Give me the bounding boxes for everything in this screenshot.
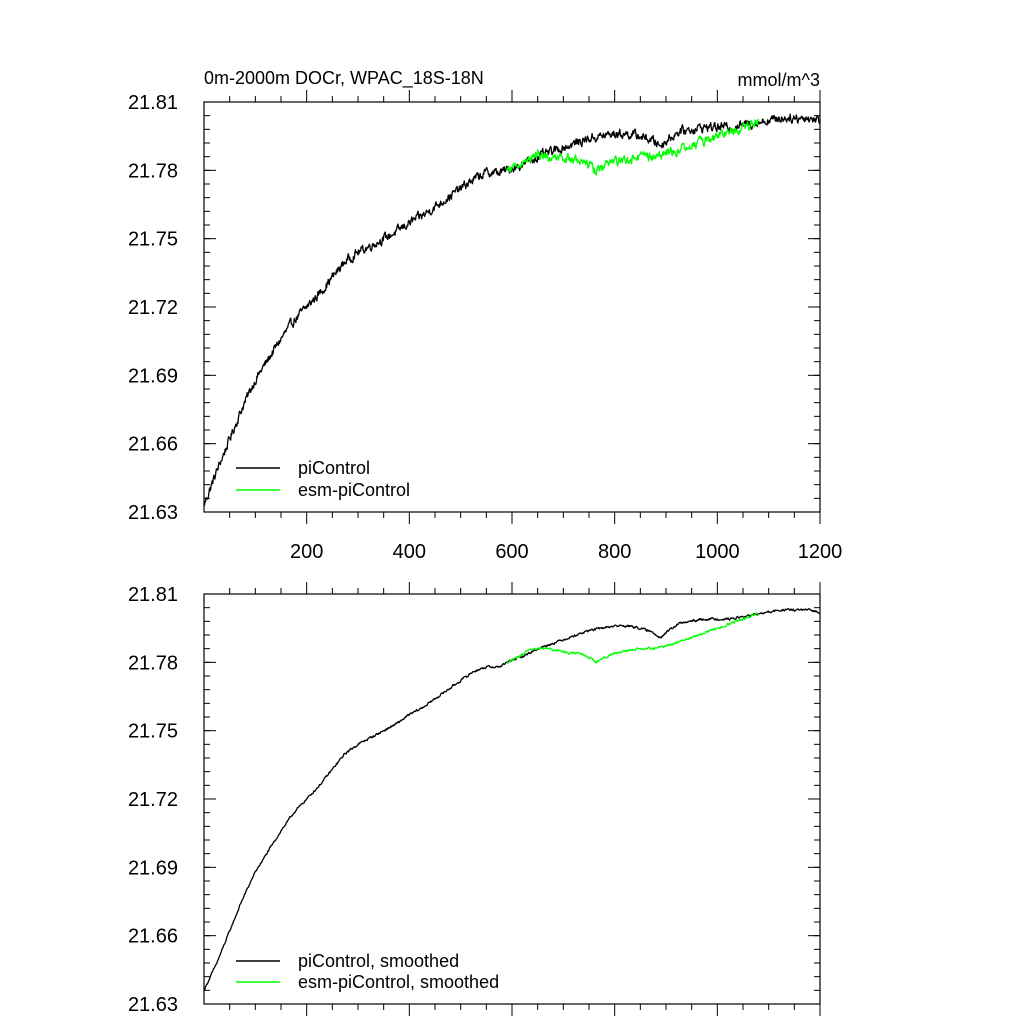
y-tick-labels: 21.63 21.66 21.69 21.72 21.75 21.78 21.81 bbox=[128, 584, 178, 1016]
series-line-esm-picontrol bbox=[506, 118, 760, 176]
x-tick-label: 800 bbox=[598, 541, 631, 563]
y-tick-label: 21.78 bbox=[128, 160, 178, 182]
y-tick-label: 21.66 bbox=[128, 434, 178, 456]
y-tick-label: 21.81 bbox=[128, 584, 178, 606]
series-line-picontrol-smoothed bbox=[203, 607, 821, 991]
series-line-esm-picontrol-smoothed bbox=[506, 612, 759, 664]
x-tick-label: 400 bbox=[393, 541, 426, 563]
series-layer bbox=[203, 113, 821, 506]
legend-label-esm-picontrol: esm-piControl bbox=[298, 480, 410, 500]
bottom-panel: 21.63 21.66 21.69 21.72 21.75 21.78 21.81 piCo… bbox=[128, 582, 821, 1016]
y-tick-label: 21.63 bbox=[128, 994, 178, 1016]
y-tick-label: 21.69 bbox=[128, 857, 178, 879]
x-tick-label: 1200 bbox=[798, 541, 843, 563]
y-tick-labels: 21.63 21.66 21.69 21.72 21.75 21.78 21.81 bbox=[128, 92, 178, 524]
top-panel: 0m-2000m DOCr, WPAC_18S-18N mmol/m^3 21.… bbox=[128, 68, 842, 563]
legend-label-esm-picontrol-smoothed: esm-piControl, smoothed bbox=[298, 972, 499, 992]
units-label: mmol/m^3 bbox=[738, 70, 820, 90]
legend: piControl esm-piControl bbox=[236, 458, 410, 500]
plot-frame bbox=[203, 101, 821, 513]
x-tick-label: 600 bbox=[495, 541, 528, 563]
x-tick-label: 200 bbox=[290, 541, 323, 563]
x-tick-label: 1000 bbox=[695, 541, 740, 563]
y-tick-label: 21.75 bbox=[128, 721, 178, 743]
legend: piControl, smoothed esm-piControl, smoot… bbox=[236, 951, 499, 992]
plot-frame bbox=[203, 593, 821, 1005]
series-line-picontrol bbox=[203, 113, 821, 506]
tick-layer bbox=[204, 582, 821, 1016]
y-tick-label: 21.72 bbox=[128, 297, 178, 319]
x-tick-labels: 200 400 600 800 1000 1200 bbox=[290, 541, 842, 563]
y-tick-label: 21.69 bbox=[128, 365, 178, 387]
y-tick-label: 21.63 bbox=[128, 502, 178, 524]
series-layer bbox=[203, 607, 821, 991]
y-tick-label: 21.81 bbox=[128, 92, 178, 114]
tick-layer bbox=[204, 90, 821, 524]
chart-title: 0m-2000m DOCr, WPAC_18S-18N bbox=[204, 68, 484, 89]
legend-label-picontrol: piControl bbox=[298, 458, 370, 478]
legend-label-picontrol-smoothed: piControl, smoothed bbox=[298, 951, 459, 971]
y-tick-label: 21.66 bbox=[128, 926, 178, 948]
y-tick-label: 21.78 bbox=[128, 652, 178, 674]
y-tick-label: 21.72 bbox=[128, 789, 178, 811]
y-tick-label: 21.75 bbox=[128, 229, 178, 251]
